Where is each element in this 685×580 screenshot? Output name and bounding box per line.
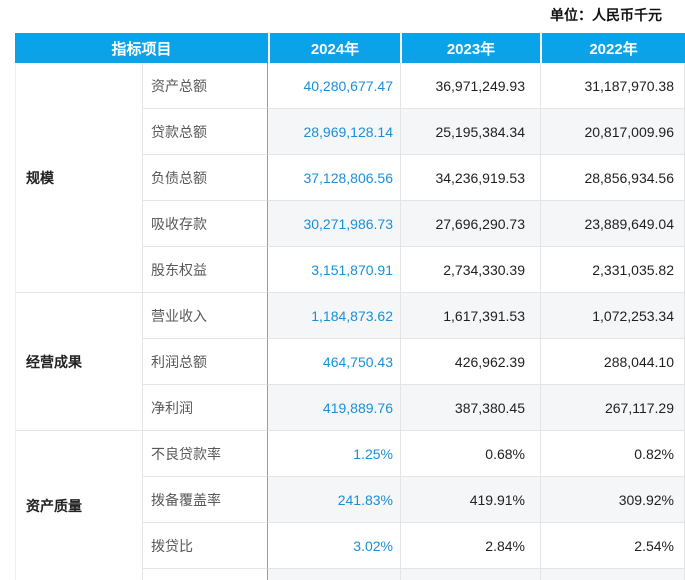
financial-indicators-table: 指标项目 2024年 2023年 2022年 规模 经营成果 资产质量 资产总额…	[15, 33, 685, 580]
group-label-asset-quality: 资产质量	[15, 431, 143, 580]
value-2024: 419,889.76	[268, 385, 400, 431]
row-label: 利润总额	[143, 339, 268, 385]
row-label: 贷款总额	[143, 109, 268, 155]
value-2024: 1.25%	[268, 431, 400, 477]
value-2023: 1,617,391.53	[400, 293, 540, 339]
column-header-2022: 2022年	[540, 33, 685, 63]
row-label: 净利润	[143, 385, 268, 431]
value-2022: 288,044.10	[540, 339, 685, 385]
value-partial	[400, 569, 540, 580]
value-2024: 1,184,873.62	[268, 293, 400, 339]
value-2022: 28,856,934.56	[540, 155, 685, 201]
value-2024: 464,750.43	[268, 339, 400, 385]
row-label: 股东权益	[143, 247, 268, 293]
value-2022: 31,187,970.38	[540, 63, 685, 109]
row-label: 不良贷款率	[143, 431, 268, 477]
value-2024: 37,128,806.56	[268, 155, 400, 201]
value-2023: 2,734,330.39	[400, 247, 540, 293]
column-header-2024: 2024年	[268, 33, 400, 63]
value-2023: 387,380.45	[400, 385, 540, 431]
value-2023: 419.91%	[400, 477, 540, 523]
value-2022: 2.54%	[540, 523, 685, 569]
unit-label: 单位：人民币千元	[550, 7, 662, 23]
value-2023: 2.84%	[400, 523, 540, 569]
value-2022: 23,889,649.04	[540, 201, 685, 247]
row-label: 拨贷比	[143, 523, 268, 569]
value-2024: 30,271,986.73	[268, 201, 400, 247]
row-label-partial	[143, 569, 268, 580]
value-2023: 34,236,919.53	[400, 155, 540, 201]
value-2023: 36,971,249.93	[400, 63, 540, 109]
value-partial	[268, 569, 400, 580]
value-2024: 241.83%	[268, 477, 400, 523]
value-2022: 267,117.29	[540, 385, 685, 431]
column-header-indicator: 指标项目	[15, 33, 268, 63]
value-2022: 0.82%	[540, 431, 685, 477]
value-2022: 309.92%	[540, 477, 685, 523]
value-2024: 3,151,870.91	[268, 247, 400, 293]
row-label: 负债总额	[143, 155, 268, 201]
value-2024: 28,969,128.14	[268, 109, 400, 155]
value-2022: 1,072,253.34	[540, 293, 685, 339]
row-label: 资产总额	[143, 63, 268, 109]
value-2023: 25,195,384.34	[400, 109, 540, 155]
row-label: 营业收入	[143, 293, 268, 339]
value-2023: 0.68%	[400, 431, 540, 477]
row-label: 拨备覆盖率	[143, 477, 268, 523]
value-2022: 2,331,035.82	[540, 247, 685, 293]
value-2022: 20,817,009.96	[540, 109, 685, 155]
value-2024: 3.02%	[268, 523, 400, 569]
value-2024: 40,280,677.47	[268, 63, 400, 109]
group-label-scale: 规模	[15, 63, 143, 293]
group-label-operating-results: 经营成果	[15, 293, 143, 431]
column-header-2023: 2023年	[400, 33, 540, 63]
row-label: 吸收存款	[143, 201, 268, 247]
value-2023: 426,962.39	[400, 339, 540, 385]
value-partial	[540, 569, 685, 580]
value-2023: 27,696,290.73	[400, 201, 540, 247]
